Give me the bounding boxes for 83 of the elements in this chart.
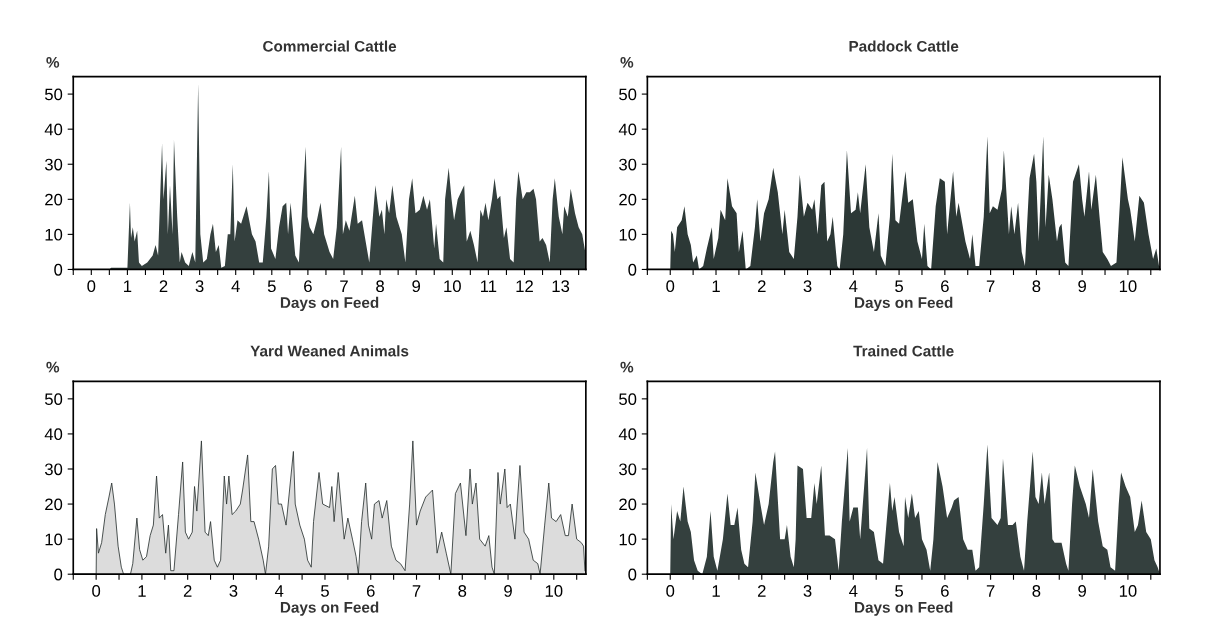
x-tick-label: 4 xyxy=(849,280,858,292)
x-tick-label: 4 xyxy=(274,585,284,597)
y-tick-label: 30 xyxy=(44,158,63,171)
y-tick-label: 0 xyxy=(54,263,63,276)
y-tick-label: 30 xyxy=(44,463,63,476)
x-tick-label: 8 xyxy=(1032,585,1041,597)
x-tick-label: 0 xyxy=(87,280,96,293)
x-tick-label: 3 xyxy=(803,585,812,597)
x-tick-label: 1 xyxy=(124,280,132,292)
y-tick-label: 0 xyxy=(628,263,637,276)
y-axis-title: % xyxy=(46,361,60,373)
y-tick-label: 50 xyxy=(619,88,637,101)
x-tick-label: 2 xyxy=(159,280,168,292)
x-tick-label: 6 xyxy=(366,585,375,597)
y-tick-label: 50 xyxy=(619,393,637,406)
chart-title: Paddock Cattle xyxy=(849,40,959,52)
y-tick-label: 10 xyxy=(619,228,637,241)
x-tick-label: 10 xyxy=(545,585,563,597)
x-tick-label: 2 xyxy=(757,585,766,597)
x-tick-label: 2 xyxy=(757,280,766,292)
x-tick-label: 5 xyxy=(321,585,329,597)
x-tick-label: 8 xyxy=(458,585,467,597)
x-tick-label: 8 xyxy=(1032,280,1041,293)
x-tick-label: 0 xyxy=(666,280,675,293)
x-axis-title: Days on Feed xyxy=(855,601,953,616)
x-tick-label: 10 xyxy=(1119,280,1137,293)
y-axis-title: % xyxy=(620,56,634,68)
y-tick-label: 30 xyxy=(619,463,637,476)
x-tick-label: 7 xyxy=(986,585,995,597)
y-tick-label: 50 xyxy=(44,393,63,406)
x-tick-label: 5 xyxy=(895,585,904,597)
x-tick-label: 5 xyxy=(895,280,904,293)
x-tick-label: 6 xyxy=(941,280,949,293)
chart-title: Yard Weaned Animals xyxy=(250,345,409,357)
y-tick-label: 40 xyxy=(44,428,63,441)
chart-title: Trained Cattle xyxy=(853,345,954,357)
x-tick-label: 7 xyxy=(986,280,995,292)
y-tick-label: 0 xyxy=(628,568,637,581)
y-tick-label: 50 xyxy=(44,88,63,101)
y-tick-label: 40 xyxy=(44,123,63,136)
x-tick-label: 10 xyxy=(1119,585,1137,597)
x-tick-label: 3 xyxy=(803,280,812,293)
y-tick-label: 40 xyxy=(618,428,637,441)
y-tick-label: 10 xyxy=(619,533,637,546)
x-tick-label: 1 xyxy=(138,585,146,597)
x-tick-label: 6 xyxy=(941,585,949,597)
y-tick-label: 10 xyxy=(45,228,63,241)
y-tick-label: 20 xyxy=(619,193,637,206)
x-tick-label: 9 xyxy=(504,585,512,597)
y-tick-label: 30 xyxy=(619,158,637,171)
x-tick-label: 5 xyxy=(267,280,276,293)
x-tick-label: 2 xyxy=(183,585,192,597)
y-tick-label: 20 xyxy=(619,498,637,511)
y-tick-label: 20 xyxy=(45,498,63,511)
y-tick-label: 40 xyxy=(618,123,637,136)
x-tick-label: 9 xyxy=(412,280,421,293)
chart-title: Commercial Cattle xyxy=(263,40,397,52)
x-tick-label: 10 xyxy=(444,280,461,293)
x-tick-label: 7 xyxy=(340,280,348,292)
x-tick-label: 8 xyxy=(376,280,384,293)
x-tick-label: 3 xyxy=(195,280,204,293)
y-tick-label: 20 xyxy=(45,193,63,206)
x-tick-label: 4 xyxy=(849,585,858,597)
x-tick-label: 13 xyxy=(552,280,570,293)
x-axis-title: Days on Feed xyxy=(280,296,379,312)
x-tick-label: 7 xyxy=(412,585,421,597)
y-axis-title: % xyxy=(620,361,634,373)
x-tick-label: 11 xyxy=(481,280,497,292)
x-tick-label: 4 xyxy=(231,280,240,292)
x-tick-label: 6 xyxy=(304,280,312,293)
x-tick-label: 1 xyxy=(712,585,720,597)
x-axis-title: Days on Feed xyxy=(855,296,953,312)
x-tick-label: 9 xyxy=(1078,280,1086,293)
y-tick-label: 0 xyxy=(54,568,63,581)
y-axis-title: % xyxy=(46,56,60,68)
x-tick-label: 1 xyxy=(712,280,720,292)
x-axis-title: Days on Feed xyxy=(280,601,379,616)
x-tick-label: 3 xyxy=(229,585,238,597)
x-tick-label: 12 xyxy=(516,280,533,292)
y-tick-label: 10 xyxy=(45,533,63,546)
x-tick-label: 9 xyxy=(1078,585,1086,597)
x-tick-label: 0 xyxy=(666,585,675,597)
x-tick-label: 0 xyxy=(92,585,101,597)
